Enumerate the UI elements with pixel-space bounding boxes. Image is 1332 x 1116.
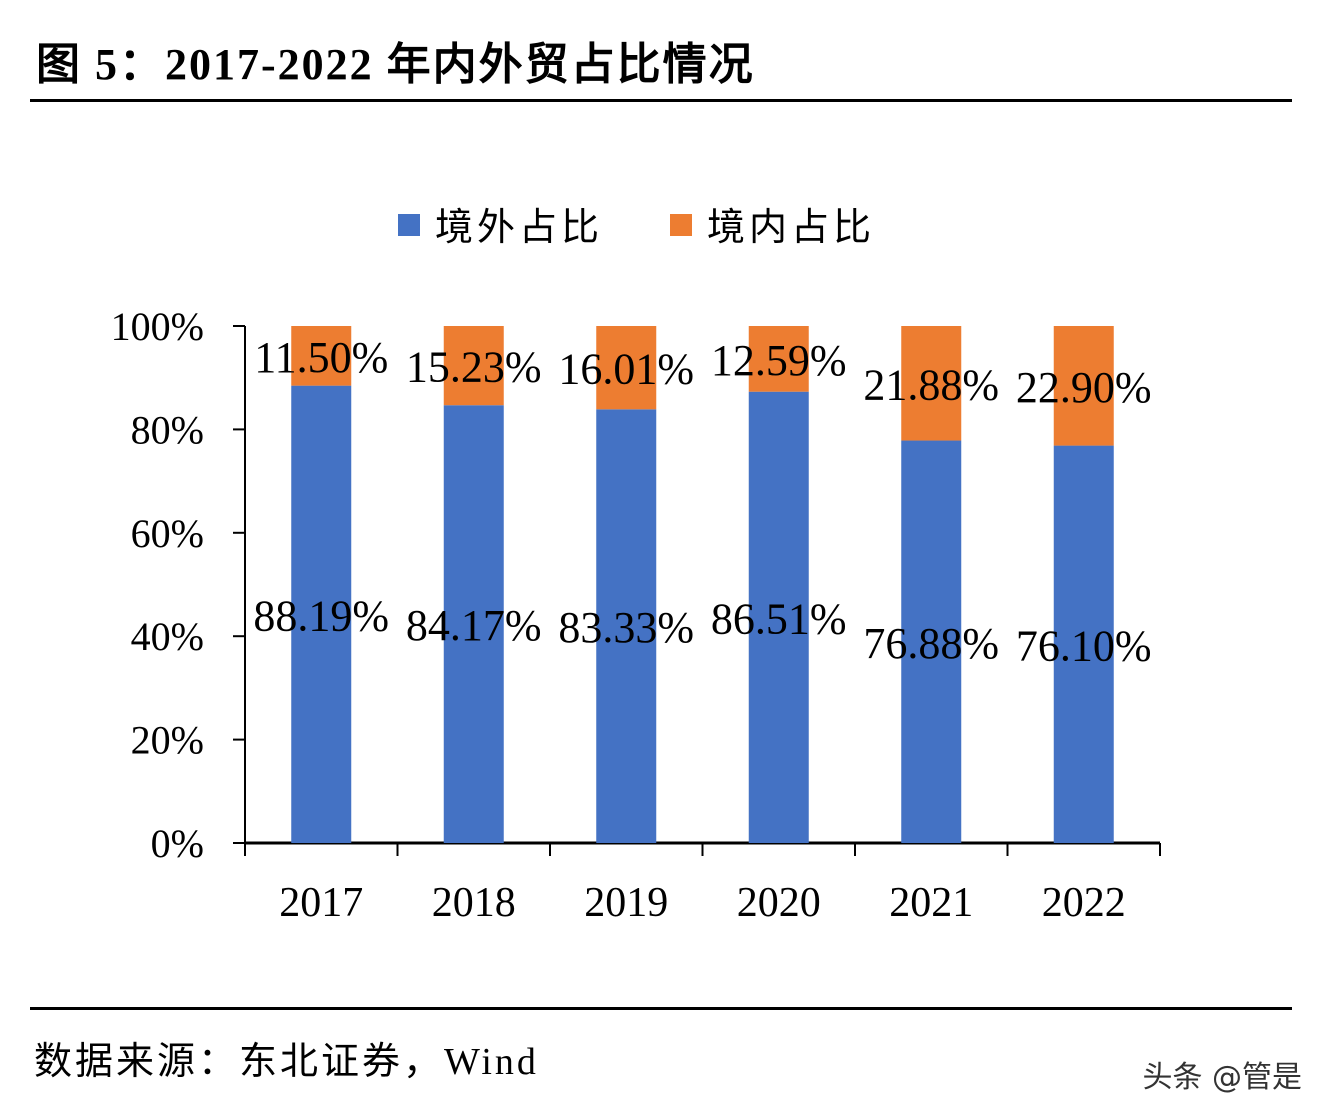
data-label: 84.17% [406, 601, 542, 650]
bar-2017-overseas [291, 385, 352, 843]
data-label: 15.23% [406, 343, 542, 392]
bar-2020-overseas [748, 391, 809, 843]
legend-label-1: 境外占比 [435, 207, 603, 249]
legend-swatch-1 [398, 214, 420, 236]
bar-2019-overseas [596, 409, 657, 843]
bar-2018-overseas [443, 405, 504, 843]
data-label: 12.59% [711, 336, 847, 385]
y-tick-label: 20% [131, 718, 204, 763]
top-rule [30, 99, 1292, 102]
source-note: 数据来源：东北证券，Wind [34, 1041, 539, 1083]
bar-2018-domestic [443, 326, 504, 406]
x-tick-label: 2018 [432, 880, 516, 926]
data-label: 76.88% [863, 619, 999, 668]
x-tick-label: 2019 [584, 880, 668, 926]
bar-2019-domestic [596, 326, 657, 410]
y-tick-label: 60% [131, 511, 204, 556]
x-tick-label: 2017 [279, 880, 363, 926]
bar-2022-domestic [1053, 326, 1114, 446]
bar-2022-overseas [1053, 445, 1114, 843]
data-label: 88.19% [253, 591, 389, 640]
legend-swatch-2 [670, 214, 692, 236]
data-label: 76.10% [1016, 621, 1152, 670]
stacked-bar-chart: 境外占比 境内占比 0% 20% 40% 60% 80% 100% 2017 88.19% 11.5… [111, 207, 1161, 926]
bar-2020-domestic [748, 326, 809, 392]
data-label: 21.88% [863, 360, 999, 409]
data-label: 22.90% [1016, 363, 1152, 412]
y-tick-label: 80% [131, 407, 204, 452]
bar-2017-domestic [291, 326, 352, 386]
data-label: 86.51% [711, 594, 847, 643]
legend-label-2: 境内占比 [707, 207, 875, 249]
bar-2021-domestic [901, 326, 962, 441]
figure-title: 图 5：2017-2022 年内外贸占比情况 [36, 40, 755, 89]
bottom-rule [30, 1007, 1292, 1010]
watermark: 头条 @管是 [1142, 1060, 1302, 1095]
bar-2021-overseas [901, 440, 962, 843]
y-tick-label: 100% [111, 304, 204, 349]
x-tick-label: 2022 [1042, 880, 1126, 926]
x-tick-label: 2020 [737, 880, 821, 926]
y-tick-label: 40% [131, 614, 204, 659]
x-tick-label: 2021 [889, 880, 973, 926]
data-label: 83.33% [558, 603, 694, 652]
y-tick-label: 0% [151, 821, 204, 866]
data-label: 11.50% [254, 333, 388, 382]
data-label: 16.01% [558, 345, 694, 394]
